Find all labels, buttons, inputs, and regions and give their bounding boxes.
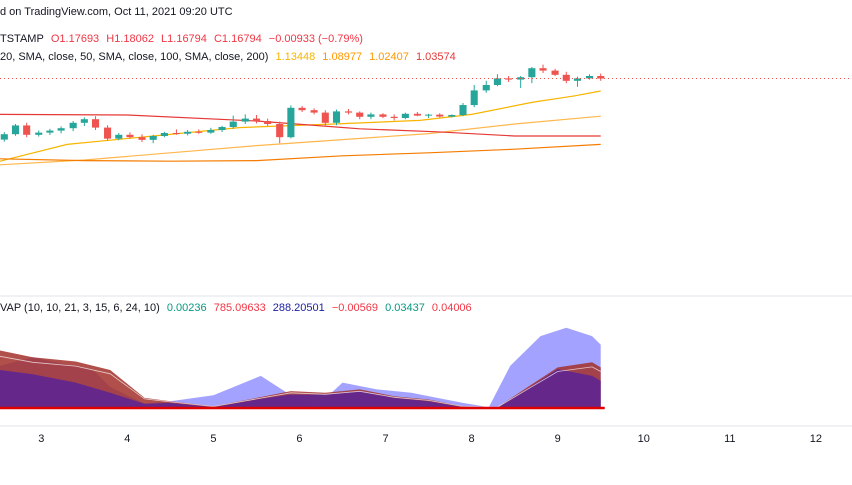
candle-body-31 [356,112,364,117]
symbol-label: TSTAMP [0,33,44,45]
candle-body-36 [413,113,421,116]
indicator-pane [0,327,605,410]
candle-body-12 [138,137,146,140]
x-tick-label-3: 6 [296,433,302,445]
indicator-value-6: 0.04006 [431,302,472,314]
candle-body-8 [91,119,100,128]
candle-body-44 [505,78,513,80]
low-value: L1.16794 [161,33,207,45]
candle-body-41 [470,90,478,106]
indicator-legend: VAP (10, 10, 21, 3, 15, 6, 24, 10) 0.002… [0,302,476,314]
candle-body-35 [401,113,409,118]
ohlc-legend: TSTAMP O1.17693 H1.18062 L1.16794 C1.167… [0,33,367,45]
candle-body-28 [321,112,329,123]
indicator-value-2: 785.09633 [213,302,266,314]
candle-body-43 [493,78,501,85]
indicator-value-1: 0.00236 [166,302,207,314]
candle-body-27 [310,110,318,113]
ma100-value: 1.02407 [369,51,409,63]
ma200-value: 1.03574 [415,51,456,63]
candlesticks [0,64,605,144]
candle-body-6 [69,122,77,129]
candle-body-13 [149,136,157,140]
candle-body-1 [11,125,20,135]
open-value: O1.17693 [50,33,100,45]
ma-line-2 [0,115,601,166]
candle-body-3 [35,132,43,135]
x-tick-label-8: 11 [724,433,735,445]
candle-body-37 [425,114,433,116]
ma-line-4 [0,113,601,137]
candle-body-32 [367,114,375,117]
candle-body-2 [23,125,31,135]
candle-body-52 [597,76,605,79]
candle-body-14 [160,133,168,136]
candle-body-7 [80,119,88,123]
candle-body-30 [344,111,353,113]
ma-line-3 [0,143,601,162]
indicator-value-5: 0.03437 [385,302,425,314]
candle-body-20 [229,121,237,127]
x-tick-label-5: 8 [469,433,475,445]
candle-body-50 [573,78,582,81]
candle-body-0 [0,134,8,140]
change-value: −0.00933 (−0.79%) [268,33,363,45]
indicator-value-3: 288.20501 [272,302,325,314]
indicator-area-purple [0,369,601,408]
candle-body-51 [585,76,594,79]
ma20-value: 1.13448 [275,51,316,63]
candle-body-25 [287,107,295,138]
indicator-signal-line [0,355,601,408]
candle-body-4 [46,130,54,133]
high-value: H1.18062 [106,33,154,45]
candle-body-23 [264,121,272,124]
candle-body-10 [115,134,123,139]
candle-body-29 [332,111,341,123]
published-line: d on TradingView.com, Oct 11, 2021 09:20… [0,6,237,18]
candle-body-22 [252,118,261,121]
indicator-label: VAP (10, 10, 21, 3, 15, 6, 24, 10) [0,302,160,314]
x-tick-label-0: 3 [38,433,44,445]
candle-body-21 [241,118,249,122]
candle-body-5 [57,128,65,131]
candle-body-24 [276,124,284,138]
published-text: d on TradingView.com, Oct 11, 2021 09:20… [0,6,233,18]
x-tick-label-2: 5 [210,433,216,445]
candle-body-49 [562,74,570,81]
candle-body-47 [539,68,547,71]
candle-body-15 [172,133,180,134]
candle-body-11 [126,134,134,138]
candle-body-46 [528,68,536,78]
x-tick-label-4: 7 [382,433,388,445]
ma-legend: 20, SMA, close, 50, SMA, close, 100, SMA… [0,51,460,63]
ma-line-1 [0,90,601,162]
x-tick-label-6: 9 [555,433,561,445]
candle-body-42 [482,85,490,91]
candle-body-40 [459,105,467,115]
indicator-value-4: −0.00569 [331,302,379,314]
candle-body-34 [390,116,398,118]
candle-body-16 [184,131,192,134]
candle-body-26 [298,107,306,111]
x-tick-label-1: 4 [124,433,130,445]
candle-body-17 [195,131,203,133]
candle-body-33 [379,114,387,117]
candle-body-48 [551,70,559,75]
candle-body-18 [207,130,215,133]
close-value: C1.16794 [213,33,262,45]
moving-averages [0,90,601,166]
time-axis: 3 4 5 6 7 8 9 10 11 12 [38,433,822,445]
x-tick-label-9: 12 [810,433,822,445]
candle-body-38 [436,114,444,117]
x-tick-label-7: 10 [638,433,650,445]
candle-body-19 [218,127,226,130]
candle-body-39 [448,115,456,117]
candle-body-9 [104,127,112,139]
ma50-value: 1.08977 [322,51,363,63]
ma-params: 20, SMA, close, 50, SMA, close, 100, SMA… [0,51,269,63]
